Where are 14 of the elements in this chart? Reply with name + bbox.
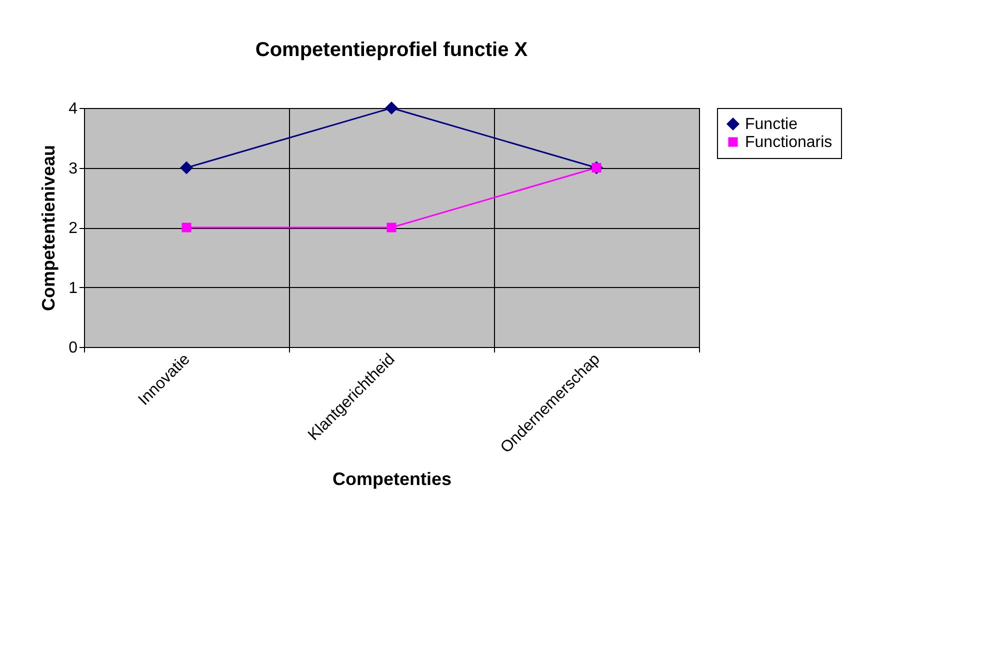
y-tick-label: 3 (68, 160, 78, 178)
point (386, 222, 396, 232)
chart-title: Competentieprofiel functie X (255, 39, 528, 61)
x-axis-title: Competenties (332, 468, 452, 489)
legend-label: Functionaris (745, 134, 832, 151)
y-tick-label: 4 (68, 100, 78, 118)
point (182, 222, 192, 232)
y-tick-label: 1 (68, 280, 78, 297)
y-axis-title: Competentieniveau (38, 144, 59, 312)
point (180, 161, 194, 174)
y-tick-label: 2 (68, 220, 78, 237)
y-tick-label: 0 (68, 340, 78, 356)
point (384, 101, 398, 115)
legend-label: Functie (745, 116, 798, 133)
